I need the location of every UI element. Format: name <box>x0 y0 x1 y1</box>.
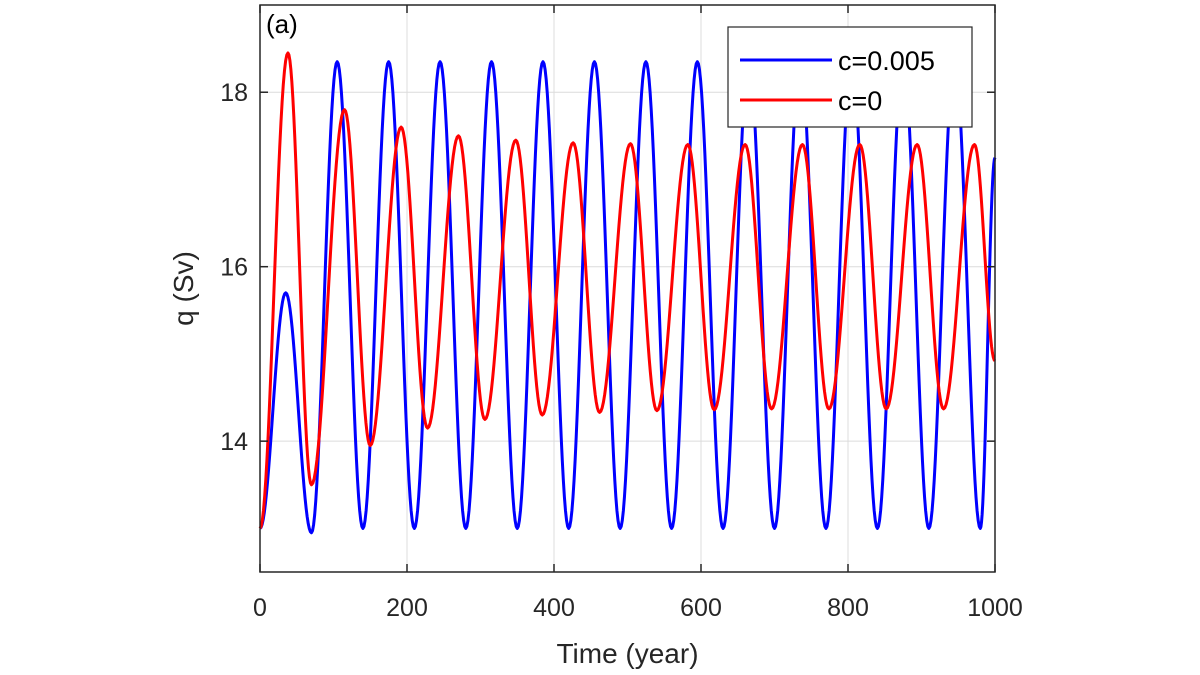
series-line-c-0.005 <box>258 60 997 535</box>
x-tick-label: 200 <box>386 594 428 622</box>
axis-ticks: 0 200 400 600 800 1000 14 16 18 <box>220 5 1023 622</box>
legend-box <box>727 26 973 128</box>
legend: c=0.005 c=0 <box>727 26 973 128</box>
series-area <box>258 51 997 535</box>
x-tick-label: 400 <box>533 594 575 622</box>
x-axis-label: Time (year) <box>556 638 698 669</box>
x-tick-label: 600 <box>680 594 722 622</box>
legend-label-c-0.005: c=0.005 <box>838 46 935 76</box>
y-tick-label: 16 <box>220 254 248 282</box>
series-line-c-0 <box>258 51 997 530</box>
panel-label: (a) <box>266 9 298 39</box>
x-tick-label: 1000 <box>967 594 1023 622</box>
legend-label-c-0: c=0 <box>838 86 882 116</box>
y-axis-label: q (Sv) <box>168 251 199 326</box>
x-tick-label: 0 <box>253 594 267 622</box>
y-tick-label: 14 <box>220 428 248 456</box>
y-tick-label: 18 <box>220 79 248 107</box>
plot-frame <box>259 4 996 573</box>
x-tick-label: 800 <box>827 594 869 622</box>
